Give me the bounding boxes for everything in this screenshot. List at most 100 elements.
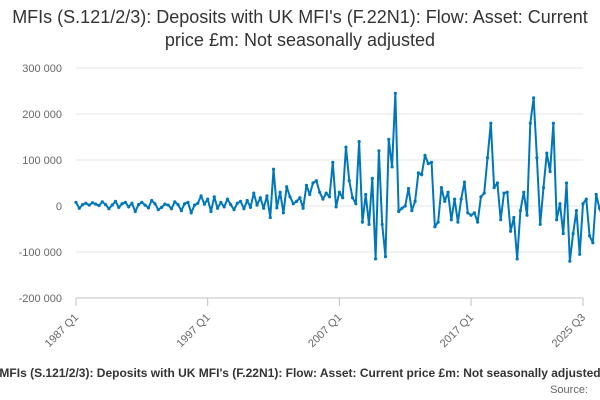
- data-point[interactable]: [308, 192, 312, 197]
- data-point[interactable]: [239, 199, 243, 203]
- data-point[interactable]: [285, 185, 289, 189]
- data-point[interactable]: [271, 167, 276, 171]
- data-point[interactable]: [453, 197, 457, 201]
- data-point[interactable]: [225, 197, 230, 201]
- data-point[interactable]: [568, 259, 572, 263]
- data-point[interactable]: [179, 209, 183, 213]
- data-point[interactable]: [515, 257, 519, 261]
- data-point[interactable]: [301, 206, 305, 210]
- data-point[interactable]: [390, 165, 394, 169]
- data-point[interactable]: [541, 186, 546, 190]
- data-point[interactable]: [304, 183, 309, 187]
- data-point[interactable]: [383, 255, 388, 259]
- data-point[interactable]: [186, 200, 190, 204]
- data-point[interactable]: [127, 205, 131, 209]
- data-point[interactable]: [176, 203, 180, 207]
- data-point[interactable]: [347, 179, 351, 183]
- data-point[interactable]: [104, 203, 108, 207]
- data-point[interactable]: [100, 200, 104, 204]
- data-point[interactable]: [360, 220, 365, 224]
- data-point[interactable]: [183, 202, 187, 206]
- data-point[interactable]: [400, 206, 404, 210]
- data-point[interactable]: [341, 196, 345, 200]
- data-point[interactable]: [262, 206, 266, 210]
- data-point[interactable]: [564, 181, 569, 185]
- data-point[interactable]: [459, 197, 463, 201]
- data-point[interactable]: [232, 208, 236, 212]
- data-point[interactable]: [502, 191, 506, 195]
- data-point[interactable]: [525, 213, 529, 217]
- data-point[interactable]: [324, 191, 328, 195]
- data-point[interactable]: [456, 220, 460, 224]
- data-point[interactable]: [160, 205, 164, 209]
- data-point[interactable]: [166, 203, 170, 207]
- data-point[interactable]: [288, 195, 292, 199]
- data-point[interactable]: [558, 202, 562, 206]
- data-point[interactable]: [508, 229, 513, 233]
- data-point[interactable]: [120, 202, 124, 206]
- data-point[interactable]: [150, 198, 154, 203]
- data-point[interactable]: [548, 169, 552, 174]
- data-point[interactable]: [314, 179, 318, 183]
- data-point[interactable]: [581, 202, 585, 206]
- data-point[interactable]: [403, 204, 407, 208]
- data-point[interactable]: [146, 206, 151, 210]
- data-point[interactable]: [561, 232, 565, 236]
- data-point[interactable]: [255, 203, 259, 207]
- data-point[interactable]: [252, 191, 256, 195]
- data-point[interactable]: [90, 201, 95, 205]
- data-point[interactable]: [80, 203, 85, 207]
- data-point[interactable]: [130, 201, 134, 205]
- data-point[interactable]: [416, 171, 420, 175]
- data-point[interactable]: [410, 209, 414, 213]
- data-point[interactable]: [545, 151, 549, 155]
- data-point[interactable]: [439, 186, 444, 190]
- data-point[interactable]: [584, 197, 588, 201]
- data-point[interactable]: [426, 162, 430, 166]
- data-point[interactable]: [133, 209, 137, 214]
- data-point[interactable]: [196, 201, 200, 205]
- data-point[interactable]: [173, 200, 177, 204]
- data-point[interactable]: [209, 209, 213, 214]
- data-point[interactable]: [574, 209, 579, 213]
- data-point[interactable]: [522, 190, 526, 194]
- data-point[interactable]: [242, 207, 246, 211]
- data-point[interactable]: [354, 202, 358, 206]
- data-point[interactable]: [268, 215, 272, 220]
- data-point[interactable]: [202, 202, 206, 206]
- data-point[interactable]: [377, 149, 381, 153]
- data-point[interactable]: [331, 160, 335, 164]
- data-point[interactable]: [350, 196, 355, 200]
- data-point[interactable]: [140, 200, 144, 204]
- data-point[interactable]: [528, 121, 532, 125]
- data-point[interactable]: [117, 205, 121, 209]
- data-point[interactable]: [535, 156, 539, 160]
- data-point[interactable]: [532, 96, 536, 100]
- data-point[interactable]: [222, 205, 226, 209]
- data-point[interactable]: [265, 194, 269, 198]
- data-point[interactable]: [429, 160, 434, 164]
- data-point[interactable]: [443, 199, 447, 203]
- data-point[interactable]: [373, 257, 378, 261]
- data-point[interactable]: [492, 186, 496, 190]
- data-point[interactable]: [469, 213, 473, 217]
- data-point[interactable]: [294, 199, 299, 203]
- data-point[interactable]: [489, 121, 493, 125]
- data-point[interactable]: [449, 218, 453, 222]
- data-point[interactable]: [512, 215, 516, 220]
- data-point[interactable]: [462, 180, 467, 184]
- data-point[interactable]: [215, 206, 220, 210]
- data-point[interactable]: [110, 203, 114, 207]
- data-point[interactable]: [485, 156, 490, 160]
- data-point[interactable]: [77, 206, 81, 210]
- data-point[interactable]: [163, 202, 167, 206]
- data-point[interactable]: [555, 218, 559, 222]
- data-point[interactable]: [143, 203, 147, 207]
- data-point[interactable]: [364, 192, 368, 197]
- data-point[interactable]: [505, 190, 509, 194]
- data-point[interactable]: [367, 222, 371, 226]
- data-point[interactable]: [551, 121, 555, 125]
- data-point[interactable]: [136, 203, 141, 207]
- data-point[interactable]: [278, 190, 282, 194]
- data-point[interactable]: [446, 190, 450, 194]
